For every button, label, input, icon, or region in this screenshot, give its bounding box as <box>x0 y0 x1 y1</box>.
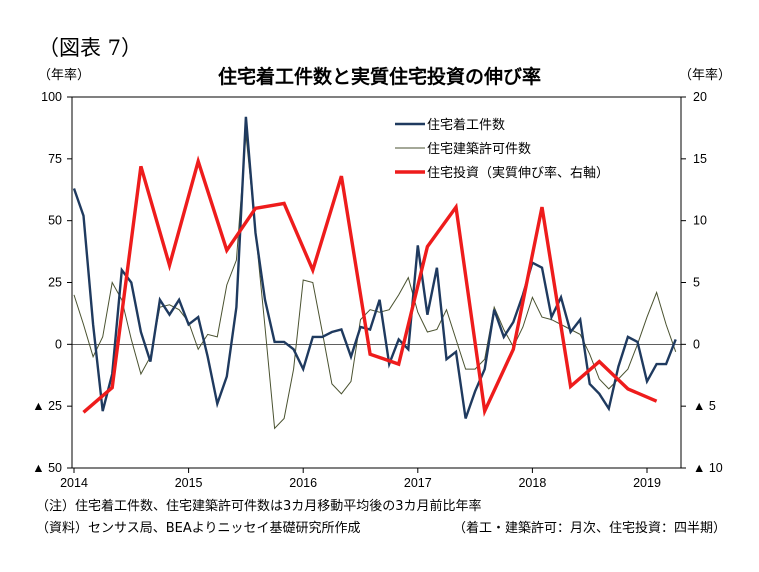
left-axis-unit: （年率） <box>38 68 91 83</box>
right-axis-unit: （年率） <box>679 68 732 83</box>
left-tick-label: 0 <box>55 337 62 351</box>
figure-label: （図表 7） <box>38 36 143 60</box>
x-axis-ticks: 2014 2015 2016 2017 2018 2019 <box>60 468 661 490</box>
left-tick-label: 75 <box>48 152 62 166</box>
footnote: （注）住宅着工件数、住宅建築許可件数は3カ月移動平均後の3カ月前比年率 <box>36 499 482 514</box>
x-tick-label: 2017 <box>404 476 432 490</box>
right-tick-label: ▲ 10 <box>693 461 723 475</box>
right-tick-label: 20 <box>693 90 707 104</box>
legend-label: 住宅建築許可件数 <box>427 142 531 157</box>
left-tick-label: 100 <box>41 90 62 104</box>
chart-title: 住宅着工件数と実質住宅投資の伸び率 <box>217 66 541 88</box>
x-tick-label: 2016 <box>289 476 317 490</box>
axes <box>71 96 682 469</box>
x-tick-label: 2014 <box>60 476 88 490</box>
x-tick-label: 2018 <box>518 476 546 490</box>
series-housing-starts <box>72 116 677 419</box>
x-tick-label: 2015 <box>175 476 203 490</box>
frequency-note: （着工・建築許可：月次、住宅投資：四半期） <box>453 521 727 536</box>
left-tick-label: ▲ 50 <box>32 461 62 475</box>
right-tick-label: 0 <box>693 337 700 351</box>
left-tick-label: 50 <box>48 214 62 228</box>
left-axis-ticks: 100 75 50 25 0 ▲ 25 ▲ 50 <box>32 90 72 475</box>
plot-frame <box>71 96 682 469</box>
legend-label: 住宅投資（実質伸び率、右軸） <box>427 165 609 181</box>
right-tick-label: ▲ 5 <box>693 399 716 413</box>
series-residential-investment <box>82 155 658 418</box>
right-tick-label: 5 <box>693 276 700 290</box>
legend-label: 住宅着工件数 <box>427 117 505 133</box>
right-tick-label: 15 <box>693 152 707 166</box>
left-tick-label: 25 <box>48 276 62 290</box>
x-tick-label: 2019 <box>633 476 661 490</box>
left-tick-label: ▲ 25 <box>32 399 62 413</box>
right-axis-ticks: 20 15 10 5 0 ▲ 5 ▲ 10 <box>681 90 723 475</box>
source-note: （資料）センサス局、BEAよりニッセイ基礎研究所作成 <box>36 521 361 536</box>
series-layer <box>72 116 677 430</box>
right-tick-label: 10 <box>693 214 707 228</box>
